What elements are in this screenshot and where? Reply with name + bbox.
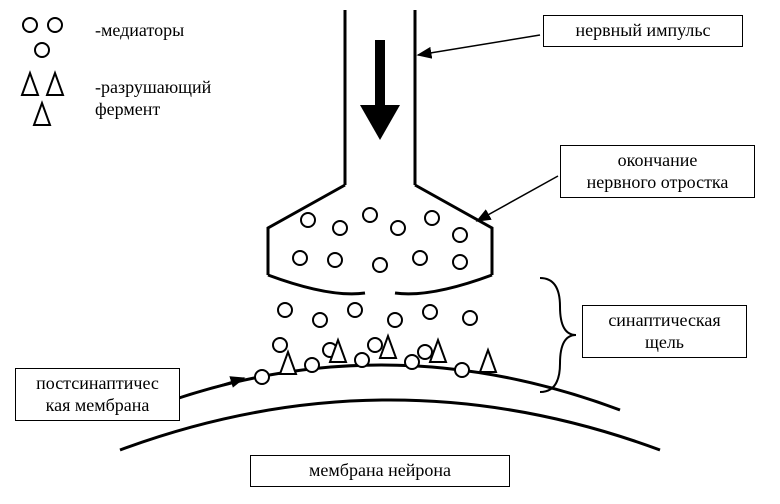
label-nerve-ending-l1: окончание bbox=[618, 150, 698, 170]
label-synaptic-cleft-l1: синаптическая bbox=[608, 310, 720, 330]
legend-mediators-label: -медиаторы bbox=[95, 20, 184, 42]
leader-nerve-impulse bbox=[418, 35, 540, 55]
postsynaptic-membrane bbox=[145, 365, 620, 410]
synapse-diagram bbox=[0, 0, 780, 504]
nerve-impulse-arrow bbox=[360, 40, 400, 140]
label-nerve-ending: окончание нервного отростка bbox=[560, 145, 755, 198]
label-nerve-ending-l2: нервного отростка bbox=[587, 172, 729, 192]
neuron-membrane bbox=[120, 400, 660, 450]
label-synaptic-cleft: синаптическая щель bbox=[582, 305, 747, 358]
label-postsynaptic-l2: кая мембрана bbox=[46, 395, 150, 415]
leader-nerve-ending bbox=[477, 176, 558, 221]
legend-enzyme-label-l1: -разрушающий bbox=[95, 77, 211, 97]
label-postsynaptic-l1: постсинаптичес bbox=[36, 373, 159, 393]
legend-enzyme-icon bbox=[22, 73, 63, 125]
label-postsynaptic-membrane: постсинаптичес кая мембрана bbox=[15, 368, 180, 421]
legend-enzyme-label-l2: фермент bbox=[95, 99, 160, 119]
leader-postsynaptic bbox=[175, 378, 244, 399]
legend-mediator-icon bbox=[23, 18, 62, 57]
label-synaptic-cleft-l2: щель bbox=[645, 332, 684, 352]
label-nerve-impulse: нервный импульс bbox=[543, 15, 743, 47]
synaptic-cleft-brace bbox=[540, 278, 576, 392]
legend-enzyme-label: -разрушающий фермент bbox=[95, 77, 211, 120]
label-neuron-membrane: мембрана нейрона bbox=[250, 455, 510, 487]
